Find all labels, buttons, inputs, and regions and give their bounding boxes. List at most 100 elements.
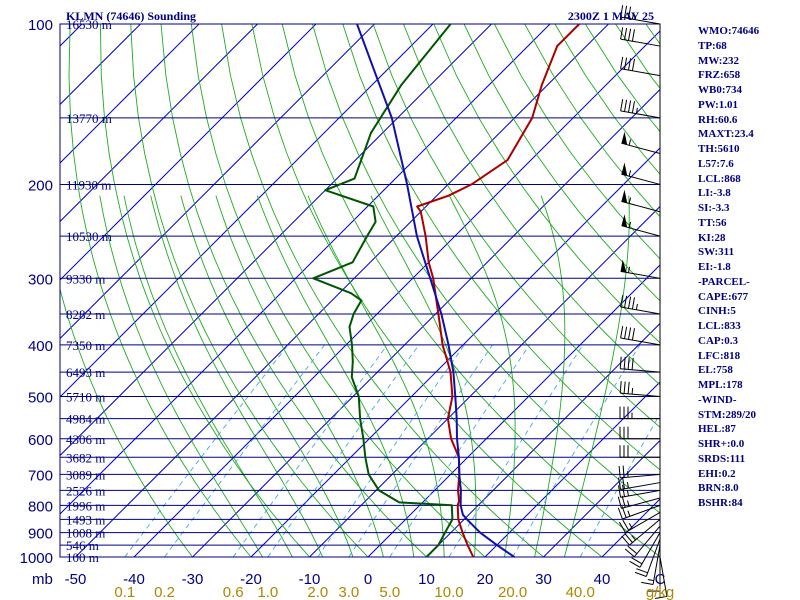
wind-barb-staff	[621, 225, 661, 237]
wind-barb-staff	[621, 142, 661, 155]
wind-barb-full	[620, 5, 624, 18]
mixing-ratio-tick-label: 40.0	[566, 584, 595, 600]
wind-barb-staff	[620, 392, 661, 398]
sounding-index: SHR+:0.0	[698, 438, 745, 450]
sounding-index: L57:7.6	[698, 157, 734, 170]
axis-labels: 16530 m 13770 m 11930 m 10530 m 9330 m 8282 m…	[20, 17, 675, 600]
temperature-point	[437, 313, 440, 315]
sounding-index: STM:289/20	[698, 408, 757, 421]
height-label: 10530 m	[66, 229, 112, 244]
parcel-point	[479, 531, 481, 534]
dewpoint-point	[444, 531, 446, 534]
temperature-point	[457, 489, 459, 492]
temperature-tick-label: -40	[123, 571, 145, 588]
temperature-point	[458, 500, 460, 502]
sounding-index: WMO:74646	[698, 25, 760, 37]
pressure-tick-label: 600	[28, 432, 53, 449]
wind-barb-staff	[620, 110, 661, 119]
temperature-point	[419, 210, 422, 213]
wind-barb-full	[627, 545, 638, 555]
dewpoint-point	[437, 544, 440, 546]
wind-barb-full	[627, 357, 630, 370]
wind-barb-full	[623, 381, 626, 394]
dewpoint-point	[362, 437, 365, 440]
temperature-point	[445, 355, 447, 358]
height-label: 1493 m	[66, 512, 105, 527]
sounding-index: RH:60.6	[698, 113, 738, 126]
sounding-traces	[312, 24, 581, 557]
sounding-indices-panel: WMO:74646 TP:68 MW:232 FRZ:658 WB0:734 PW:1.0…	[698, 24, 798, 511]
dry-adiabat-line	[342, 24, 660, 471]
dry-adiabat-line	[160, 24, 428, 557]
dewpoint-point	[367, 473, 370, 476]
temperature-point	[531, 117, 534, 119]
sounding-index: LCL:868	[698, 172, 741, 185]
sounding-index: SI:-3.3	[698, 202, 730, 214]
mixing-ratio-tick-label: 0.2	[154, 584, 175, 600]
height-label: 4306 m	[66, 432, 105, 447]
pressure-tick-label: 100	[28, 17, 53, 34]
wind-barb-full	[618, 465, 621, 478]
parcel-point	[454, 395, 457, 398]
wind-barb-full	[622, 465, 625, 478]
wind-barb-full	[624, 532, 633, 543]
wind-barb-staff	[620, 38, 661, 47]
wind-barb-full	[631, 357, 634, 370]
wind-barb-half	[628, 139, 632, 146]
dewpoint-point	[449, 24, 452, 25]
dewpoint-point	[400, 83, 403, 86]
sounding-index: HEL:87	[698, 423, 736, 436]
wind-barb-half	[631, 535, 636, 541]
wind-barb-full	[617, 496, 622, 509]
sounding-index: MPL:178	[698, 379, 743, 391]
parcel-point	[460, 489, 462, 492]
height-label: 5710 m	[66, 390, 105, 405]
dewpoint-point	[348, 326, 351, 328]
sounding-index: LCL:833	[698, 320, 741, 332]
sounding-index: BRN:8.0	[698, 482, 739, 495]
temperature-tick-label: 0	[364, 571, 372, 588]
dewpoint-point	[398, 501, 401, 504]
parcel-point	[440, 313, 443, 315]
dewpoint-point	[312, 277, 315, 280]
wind-barb-half	[635, 303, 638, 310]
dewpoint-point	[324, 189, 327, 192]
mixing-ratio-tick-label: 10.0	[434, 584, 463, 600]
temperature-point	[450, 437, 452, 440]
dewpoint-point	[425, 556, 428, 557]
dewpoint-point	[357, 395, 360, 398]
temperature-tick-label: 20	[477, 571, 494, 588]
temperature-point	[472, 556, 475, 557]
dry-adiabat-line	[312, 24, 660, 514]
wind-barb-full	[631, 101, 635, 114]
mixing-ratio-tick-label: 0.6	[223, 584, 244, 600]
temperature-tick-label: -50	[65, 571, 87, 588]
wind-barb-full	[628, 58, 632, 71]
parcel-point	[466, 518, 468, 521]
wind-barb-full	[624, 99, 628, 112]
wind-barb-full	[636, 568, 648, 574]
sounding-index: TP:68	[698, 39, 727, 52]
dewpoint-point	[364, 456, 367, 459]
wind-barb-full	[624, 295, 628, 308]
sounding-index: BSHR:84	[698, 497, 743, 509]
temperature-point	[461, 531, 464, 534]
wind-barb-full	[655, 595, 667, 599]
wind-barb-full	[624, 57, 628, 70]
wind-barb-full	[628, 6, 632, 19]
pressure-tick-label: 900	[28, 526, 53, 543]
isotherm-line	[426, 322, 660, 557]
height-label: 1008 m	[66, 526, 105, 541]
dewpoint-point	[351, 344, 353, 346]
isotherm-line	[484, 381, 660, 557]
wind-barb-full	[621, 495, 626, 508]
wind-barb-flag	[621, 162, 628, 176]
wind-barb-full	[619, 381, 622, 394]
isotherm-line	[60, 24, 200, 164]
mixing-ratio-tick-label: 0.1	[114, 584, 135, 600]
wind-barb-staff	[639, 532, 661, 568]
wind-barb-full	[620, 56, 624, 69]
wind-barb-full	[623, 357, 626, 370]
wind-barb-staff	[620, 337, 661, 346]
